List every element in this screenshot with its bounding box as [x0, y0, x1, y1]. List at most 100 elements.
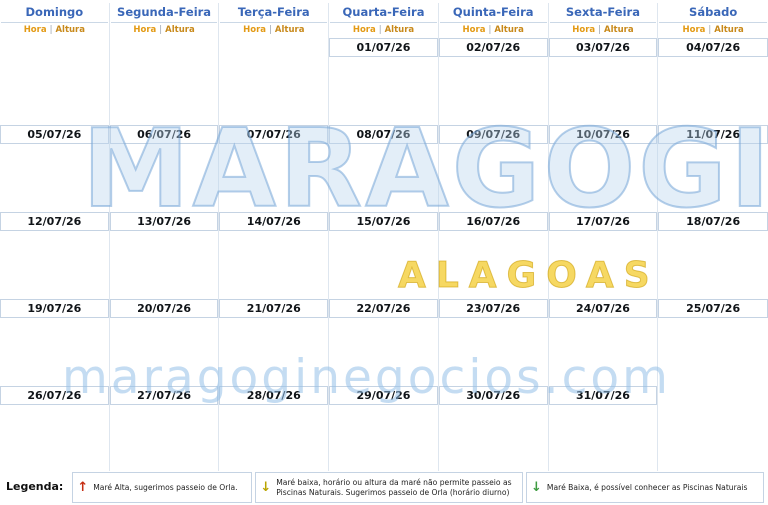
hora-altura-subheader: Hora | Altura — [329, 23, 438, 36]
day-cell: 03/07/26 — [548, 36, 659, 123]
date-label: 08/07/26 — [329, 125, 438, 144]
weekday-header-cell: Sábado Hora | Altura — [658, 3, 768, 36]
date-label: 23/07/26 — [438, 299, 548, 318]
day-cell: 18/07/26 — [658, 210, 768, 297]
day-cell: 29/07/26 — [329, 384, 439, 471]
date-label: 28/07/26 — [219, 386, 329, 405]
column-separator: | — [49, 25, 53, 35]
date-label: 04/07/26 — [658, 38, 768, 57]
weekday-label: Quarta-Feira — [330, 3, 437, 23]
altura-column-label: Altura — [55, 25, 85, 35]
column-separator: | — [159, 25, 163, 35]
empty-day-cell — [0, 36, 110, 123]
day-cell: 01/07/26 — [329, 36, 439, 123]
hora-column-label: Hora — [352, 25, 376, 35]
weekday-header-cell: Domingo Hora | Altura — [0, 3, 110, 36]
day-cell: 23/07/26 — [438, 297, 549, 384]
hora-altura-subheader: Hora | Altura — [110, 23, 219, 36]
date-label: 29/07/26 — [329, 386, 438, 405]
day-cell: 10/07/26 — [548, 123, 659, 210]
day-cell: 20/07/26 — [109, 297, 220, 384]
column-separator: | — [269, 25, 272, 35]
legend-item-text: Maré Baixa, é possível conhecer as Pisci… — [546, 482, 748, 492]
legend-item-text: Maré baixa, horário ou altura da maré nã… — [276, 478, 512, 497]
empty-day-cell — [110, 36, 220, 123]
weekday-header-cell: Quarta-Feira Hora | Altura — [329, 3, 439, 36]
weekday-label: Quinta-Feira — [439, 3, 547, 23]
hora-altura-subheader: Hora | Altura — [219, 23, 328, 36]
date-label: 07/07/26 — [219, 125, 329, 144]
day-cell: 27/07/26 — [109, 384, 220, 471]
date-label: 21/07/26 — [219, 299, 329, 318]
altura-column-label: Altura — [165, 25, 195, 35]
day-cell: 22/07/26 — [329, 297, 439, 384]
week-row: 12/07/26 13/07/26 14/07/26 15/07/26 16/07/26… — [0, 210, 768, 297]
date-label: 30/07/26 — [438, 386, 548, 405]
date-label: 15/07/26 — [329, 212, 438, 231]
date-label: 02/07/26 — [438, 38, 548, 57]
day-cell: 05/07/26 — [0, 123, 110, 210]
date-label: 27/07/26 — [109, 386, 219, 405]
date-label: 11/07/26 — [658, 125, 768, 144]
day-cell: 19/07/26 — [0, 297, 110, 384]
altura-column-label: Altura — [384, 25, 415, 35]
date-label: 06/07/26 — [109, 125, 219, 144]
date-label: 20/07/26 — [109, 299, 219, 318]
empty-day-cell — [219, 36, 330, 123]
legend-item: ↓ Maré Baixa, é possível conhecer as Pisc… — [526, 472, 764, 503]
hora-altura-subheader: Hora | Altura — [439, 23, 548, 36]
date-label: 25/07/26 — [658, 299, 768, 318]
legend-title: Legenda: — [6, 480, 64, 493]
hora-column-label: Hora — [682, 25, 706, 35]
empty-day-cell — [658, 384, 768, 471]
date-label: 24/07/26 — [548, 299, 658, 318]
day-cell: 09/07/26 — [438, 123, 549, 210]
date-label: 26/07/26 — [0, 386, 109, 405]
calendar-weeks: 01/07/26 02/07/26 03/07/26 04/07/26 05/07/26… — [0, 36, 768, 471]
altura-column-label: Altura — [274, 25, 305, 35]
weekday-header-cell: Terça-Feira Hora | Altura — [219, 3, 330, 36]
week-row: 26/07/26 27/07/26 28/07/26 29/07/26 30/07/26… — [0, 384, 768, 471]
hora-column-label: Hora — [462, 25, 486, 35]
day-cell: 08/07/26 — [329, 123, 439, 210]
weekday-header-cell: Sexta-Feira Hora | Altura — [549, 3, 659, 36]
weekday-label: Terça-Feira — [220, 3, 328, 23]
day-cell: 02/07/26 — [438, 36, 549, 123]
date-label: 18/07/26 — [658, 212, 768, 231]
weekday-label: Segunda-Feira — [110, 3, 218, 23]
weekday-label: Sábado — [659, 3, 767, 23]
column-separator: | — [708, 25, 712, 35]
day-cell: 04/07/26 — [658, 36, 768, 123]
hora-column-label: Hora — [23, 25, 47, 35]
high-tide-arrow-icon: ↑ — [77, 480, 89, 495]
low-tide-arrow-icon: ↓ — [260, 480, 272, 495]
day-cell: 15/07/26 — [329, 210, 439, 297]
low-tide-green-arrow-icon: ↓ — [531, 480, 542, 495]
week-row: 01/07/26 02/07/26 03/07/26 04/07/26 — [0, 36, 768, 123]
date-label: 31/07/26 — [548, 386, 658, 405]
weekday-header-cell: Quinta-Feira Hora | Altura — [439, 3, 549, 36]
day-cell: 31/07/26 — [548, 384, 659, 471]
date-label: 01/07/26 — [329, 38, 438, 57]
hora-altura-subheader: Hora | Altura — [549, 23, 658, 36]
day-cell: 06/07/26 — [109, 123, 220, 210]
date-label: 09/07/26 — [438, 125, 548, 144]
altura-column-label: Altura — [604, 25, 634, 35]
day-cell: 25/07/26 — [658, 297, 768, 384]
legend: Legenda: ↑ Maré Alta, sugerimos passeio d… — [4, 472, 764, 503]
date-label: 03/07/26 — [548, 38, 658, 57]
hora-column-label: Hora — [243, 25, 267, 35]
date-label: 19/07/26 — [0, 299, 109, 318]
day-cell: 17/07/26 — [548, 210, 659, 297]
date-label: 13/07/26 — [109, 212, 219, 231]
day-cell: 21/07/26 — [219, 297, 330, 384]
date-label: 05/07/26 — [0, 125, 109, 144]
day-cell: 28/07/26 — [219, 384, 330, 471]
legend-item: ↓ Maré baixa, horário ou altura da maré n… — [255, 472, 523, 503]
date-label: 16/07/26 — [438, 212, 548, 231]
day-cell: 16/07/26 — [438, 210, 549, 297]
date-label: 12/07/26 — [0, 212, 109, 231]
date-label: 17/07/26 — [548, 212, 658, 231]
day-cell: 14/07/26 — [219, 210, 330, 297]
day-cell: 11/07/26 — [658, 123, 768, 210]
